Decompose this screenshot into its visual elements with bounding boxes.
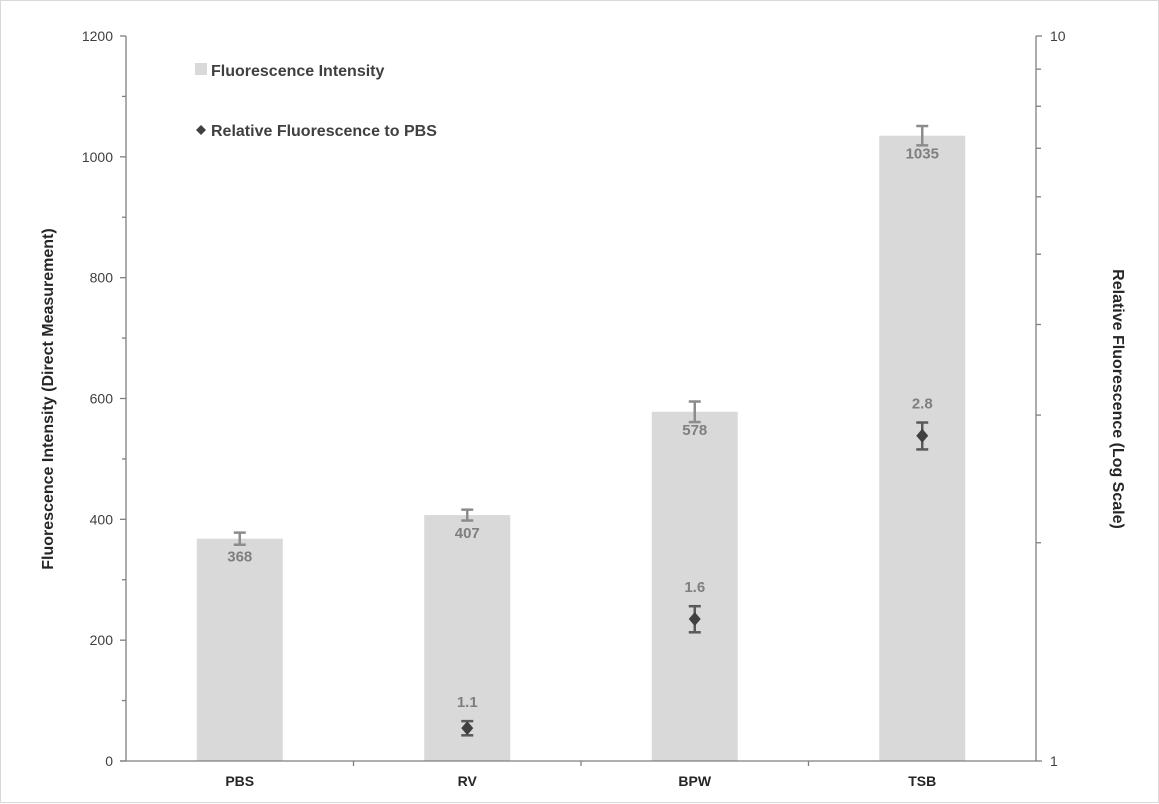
legend-swatch-bars bbox=[195, 63, 207, 75]
bar-pbs bbox=[196, 538, 283, 761]
x-category-label: TSB bbox=[908, 773, 936, 789]
y-tick-label: 1000 bbox=[82, 149, 113, 165]
y-tick-label: 600 bbox=[90, 391, 114, 407]
point-data-label: 2.8 bbox=[912, 396, 933, 413]
y2-tick-label: 1 bbox=[1050, 753, 1058, 769]
point-data-label: 1.1 bbox=[457, 694, 478, 711]
point-marker-rv bbox=[461, 721, 474, 736]
bar-data-label: 578 bbox=[682, 422, 707, 439]
y-tick-label: 0 bbox=[105, 753, 113, 769]
y2-axis-title: Relative Fluorescence (Log Scale) bbox=[1109, 269, 1126, 529]
y-tick-label: 400 bbox=[90, 511, 114, 527]
y-tick-label: 200 bbox=[90, 632, 114, 648]
bars-layer: 368 407 578 1035 bbox=[196, 124, 966, 761]
y-axis-title: Fluorescence Intensity (Direct Measureme… bbox=[40, 228, 57, 569]
bar-data-label: 1035 bbox=[906, 146, 939, 163]
y2-tick-label: 10 bbox=[1050, 28, 1066, 44]
point-marker-bpw bbox=[688, 611, 701, 626]
legend: Fluorescence Intensity Relative Fluoresce… bbox=[195, 63, 437, 140]
x-category-label: PBS bbox=[225, 773, 254, 789]
points-layer: 1.1 1.6 2.8 bbox=[457, 396, 933, 737]
bar-bpw bbox=[651, 411, 738, 761]
bar-data-label: 407 bbox=[455, 525, 480, 542]
point-data-label: 1.6 bbox=[684, 579, 705, 596]
point-marker-tsb bbox=[916, 428, 929, 443]
axes-layer: 0 200 400 600 800 1000 1200 PBS RV BPW TSB 1 10 bbox=[82, 28, 1066, 789]
y-tick-label: 1200 bbox=[82, 28, 113, 44]
x-category-label: BPW bbox=[678, 773, 711, 789]
x-category-label: RV bbox=[458, 773, 478, 789]
bar-data-label: 368 bbox=[227, 549, 252, 566]
legend-label-points: Relative Fluorescence to PBS bbox=[211, 123, 437, 140]
y-tick-label: 800 bbox=[90, 270, 114, 286]
legend-label-bars: Fluorescence Intensity bbox=[211, 63, 384, 80]
legend-marker-points bbox=[196, 125, 206, 135]
